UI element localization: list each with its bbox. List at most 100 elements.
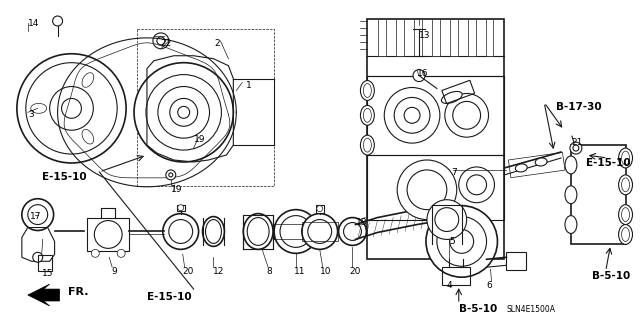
Ellipse shape bbox=[565, 186, 577, 204]
Text: 18: 18 bbox=[355, 218, 367, 226]
Ellipse shape bbox=[619, 225, 632, 244]
Bar bbox=[414, 19, 422, 56]
Text: E-15-10: E-15-10 bbox=[147, 292, 191, 302]
Circle shape bbox=[153, 33, 169, 49]
Circle shape bbox=[134, 63, 234, 162]
Bar bbox=[396, 19, 404, 56]
Ellipse shape bbox=[205, 219, 221, 243]
Circle shape bbox=[52, 16, 63, 26]
Ellipse shape bbox=[565, 216, 577, 234]
Text: E-15-10: E-15-10 bbox=[586, 158, 630, 168]
Circle shape bbox=[158, 86, 209, 138]
Bar bbox=[442, 267, 470, 285]
Circle shape bbox=[302, 214, 337, 249]
Ellipse shape bbox=[82, 130, 93, 144]
Ellipse shape bbox=[621, 208, 630, 222]
Circle shape bbox=[170, 99, 198, 126]
Text: 10: 10 bbox=[320, 267, 332, 276]
Bar bbox=[367, 76, 504, 155]
Ellipse shape bbox=[360, 81, 374, 100]
Bar bbox=[316, 205, 324, 213]
Text: 4: 4 bbox=[447, 281, 452, 290]
Text: 15: 15 bbox=[42, 269, 53, 278]
Ellipse shape bbox=[621, 227, 630, 241]
Circle shape bbox=[308, 219, 332, 243]
Ellipse shape bbox=[621, 151, 630, 165]
Circle shape bbox=[33, 252, 43, 262]
Circle shape bbox=[166, 170, 176, 180]
Circle shape bbox=[94, 220, 122, 249]
Bar bbox=[177, 205, 185, 211]
Text: 16: 16 bbox=[417, 69, 429, 78]
Ellipse shape bbox=[364, 108, 371, 122]
Circle shape bbox=[384, 87, 440, 143]
Text: FR.: FR. bbox=[67, 287, 88, 297]
Ellipse shape bbox=[364, 84, 371, 97]
Bar bbox=[432, 19, 440, 56]
Polygon shape bbox=[28, 284, 60, 306]
Ellipse shape bbox=[247, 218, 269, 245]
Ellipse shape bbox=[515, 164, 527, 172]
Text: 6: 6 bbox=[486, 281, 492, 290]
Ellipse shape bbox=[243, 214, 273, 249]
Circle shape bbox=[435, 208, 459, 232]
Ellipse shape bbox=[82, 73, 93, 87]
Ellipse shape bbox=[442, 92, 462, 103]
Circle shape bbox=[450, 229, 474, 253]
Circle shape bbox=[178, 205, 184, 211]
Text: 17: 17 bbox=[30, 211, 42, 221]
Bar bbox=[367, 19, 504, 259]
Text: 19: 19 bbox=[171, 185, 182, 194]
Circle shape bbox=[459, 167, 495, 203]
Ellipse shape bbox=[565, 156, 577, 174]
Bar bbox=[508, 152, 565, 178]
Text: 20: 20 bbox=[349, 267, 361, 276]
Text: 5: 5 bbox=[449, 237, 454, 247]
Circle shape bbox=[169, 173, 173, 177]
Circle shape bbox=[50, 86, 93, 130]
Ellipse shape bbox=[360, 105, 374, 125]
Text: 14: 14 bbox=[28, 19, 39, 28]
Text: SLN4E1500A: SLN4E1500A bbox=[506, 305, 556, 314]
Circle shape bbox=[404, 108, 420, 123]
Circle shape bbox=[467, 175, 486, 195]
Bar bbox=[137, 29, 274, 186]
Ellipse shape bbox=[364, 138, 371, 152]
Text: 19: 19 bbox=[194, 135, 205, 144]
Ellipse shape bbox=[619, 175, 632, 195]
Circle shape bbox=[339, 218, 366, 245]
Bar bbox=[302, 222, 337, 241]
Text: 3: 3 bbox=[28, 110, 33, 119]
Bar bbox=[378, 19, 387, 56]
Text: 13: 13 bbox=[419, 31, 431, 40]
Text: 20: 20 bbox=[182, 267, 194, 276]
Text: 11: 11 bbox=[294, 267, 305, 276]
Ellipse shape bbox=[202, 217, 225, 246]
Circle shape bbox=[437, 217, 486, 266]
Circle shape bbox=[146, 75, 221, 150]
Text: 22: 22 bbox=[161, 39, 172, 48]
Text: 7: 7 bbox=[451, 168, 456, 177]
Circle shape bbox=[22, 199, 54, 231]
Ellipse shape bbox=[621, 178, 630, 192]
Bar bbox=[468, 19, 476, 56]
Text: 2: 2 bbox=[214, 39, 220, 48]
Circle shape bbox=[178, 106, 189, 118]
Ellipse shape bbox=[619, 205, 632, 225]
Circle shape bbox=[427, 200, 467, 240]
Ellipse shape bbox=[360, 135, 374, 155]
Ellipse shape bbox=[619, 148, 632, 168]
Bar bbox=[367, 155, 504, 219]
Circle shape bbox=[61, 99, 81, 118]
Circle shape bbox=[445, 93, 488, 137]
Circle shape bbox=[317, 206, 323, 211]
Bar bbox=[274, 224, 317, 240]
Bar bbox=[243, 215, 273, 249]
Circle shape bbox=[280, 216, 312, 247]
Bar bbox=[571, 145, 625, 244]
Circle shape bbox=[394, 97, 430, 133]
Text: 12: 12 bbox=[212, 267, 224, 276]
Circle shape bbox=[157, 37, 165, 45]
Text: 21: 21 bbox=[571, 138, 582, 147]
Circle shape bbox=[452, 101, 481, 129]
